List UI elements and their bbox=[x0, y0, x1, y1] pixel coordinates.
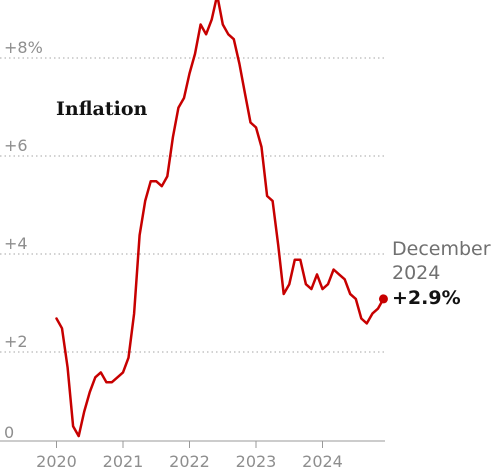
annotation-year: 2024 bbox=[392, 262, 440, 284]
x-tick-labels: 2020 2021 2022 2023 2024 bbox=[36, 452, 343, 471]
x-tick-label: 2020 bbox=[36, 452, 77, 471]
annotation-month: December bbox=[392, 238, 491, 260]
y-tick-label: +2 bbox=[4, 332, 28, 351]
x-tick-label: 2024 bbox=[302, 452, 343, 471]
x-tick-label: 2022 bbox=[169, 452, 210, 471]
y-tick-label: +6 bbox=[4, 136, 28, 155]
y-tick-label: +8% bbox=[4, 38, 43, 57]
y-tick-label: +4 bbox=[4, 234, 28, 253]
y-tick-label: 0 bbox=[4, 423, 14, 442]
y-tick-labels: 0 +2 +4 +6 +8% bbox=[4, 38, 43, 442]
chart-title: Inflation bbox=[56, 98, 147, 120]
x-axis-ticks bbox=[56, 441, 323, 448]
latest-data-point bbox=[378, 294, 388, 304]
inflation-series-line bbox=[55, 0, 385, 438]
x-tick-label: 2021 bbox=[103, 452, 144, 471]
annotation-value: +2.9% bbox=[392, 287, 461, 309]
x-tick-label: 2023 bbox=[236, 452, 277, 471]
